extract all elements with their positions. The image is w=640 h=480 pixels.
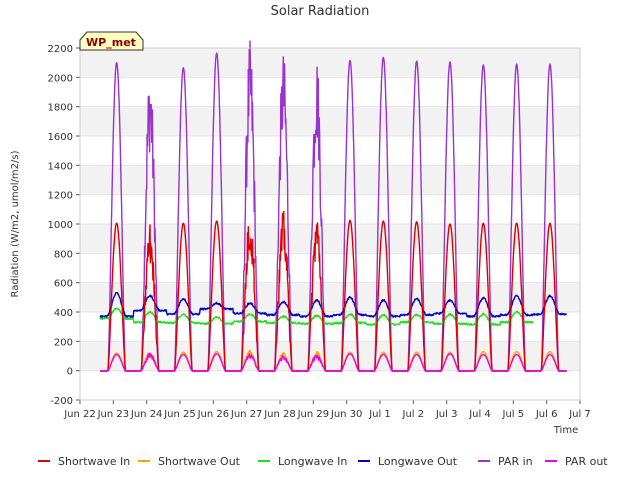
- y-tick-label: 1800: [48, 103, 73, 114]
- y-tick-label: 1200: [48, 191, 73, 202]
- grid-band: [80, 165, 580, 195]
- grid-band: [80, 282, 580, 312]
- x-tick-label: Jul 3: [435, 409, 458, 420]
- legend-label: Longwave Out: [378, 455, 458, 468]
- x-tick-label: Jun 27: [230, 409, 263, 420]
- legend-label: PAR out: [565, 455, 608, 468]
- y-tick-label: 200: [54, 337, 73, 348]
- x-tick-label: Jul 2: [402, 409, 425, 420]
- plot-area: -200 0 200 400 600 800 1000 1200 1400 1600 1800 200…: [48, 40, 591, 420]
- legend-label: Shortwave Out: [158, 455, 241, 468]
- grid-band: [80, 341, 580, 371]
- legend-item-longwave-in: Longwave In: [258, 455, 347, 468]
- grid-band: [80, 224, 580, 254]
- plot-frame: [79, 47, 581, 401]
- wp-met-badge: WP_met: [79, 31, 144, 51]
- y-tick-label: -200: [50, 396, 73, 407]
- x-tick-label: Jul 7: [568, 409, 591, 420]
- x-tick-label: Jul 6: [535, 409, 558, 420]
- x-tick-label: Jun 29: [297, 409, 330, 420]
- x-axis-label: Time: [553, 425, 578, 436]
- x-tick-label: Jun 23: [97, 409, 130, 420]
- legend: Shortwave In Shortwave Out Longwave In Long…: [38, 455, 608, 468]
- legend-item-par-out: PAR out: [545, 455, 608, 468]
- y-tick-label: 2200: [48, 44, 73, 55]
- legend-item-shortwave-in: Shortwave In: [38, 455, 130, 468]
- grid-band: [80, 106, 580, 136]
- x-tick-label: Jun 25: [163, 409, 196, 420]
- legend-label: Shortwave In: [58, 455, 130, 468]
- y-tick-label: 2000: [48, 73, 73, 84]
- chart-title: Solar Radiation: [271, 4, 370, 19]
- legend-label: Longwave In: [278, 455, 347, 468]
- x-tick-label: Jul 4: [468, 409, 491, 420]
- y-tick-label: 1600: [48, 132, 73, 143]
- x-tick-label: Jun 28: [263, 409, 296, 420]
- x-tick-label: Jul 5: [502, 409, 525, 420]
- badge-shape: [79, 31, 144, 51]
- x-tick-label: Jun 30: [330, 409, 363, 420]
- series-line-longwave-in: [99, 307, 534, 326]
- series-line-par-out: [99, 352, 567, 372]
- x-tick-label: Jun 24: [130, 409, 163, 420]
- x-tick-label: Jul 1: [368, 409, 391, 420]
- y-tick-label: 600: [54, 279, 73, 290]
- badge-label: WP_met: [86, 36, 136, 49]
- x-tick-label: Jun 26: [197, 409, 230, 420]
- y-axis-label: Radiation (W/m2, umol/m2/s): [10, 150, 21, 297]
- y-tick-label: 400: [54, 308, 73, 319]
- legend-item-longwave-out: Longwave Out: [358, 455, 458, 468]
- y-tick-label: 800: [54, 249, 73, 260]
- grid-band: [80, 48, 580, 78]
- legend-label: PAR in: [498, 455, 533, 468]
- legend-item-shortwave-out: Shortwave Out: [138, 455, 241, 468]
- y-tick-label: 0: [67, 367, 73, 378]
- y-tick-label: 1400: [48, 161, 73, 172]
- x-tick-label: Jun 22: [63, 409, 96, 420]
- legend-item-par-in: PAR in: [478, 455, 533, 468]
- y-tick-label: 1000: [48, 220, 73, 231]
